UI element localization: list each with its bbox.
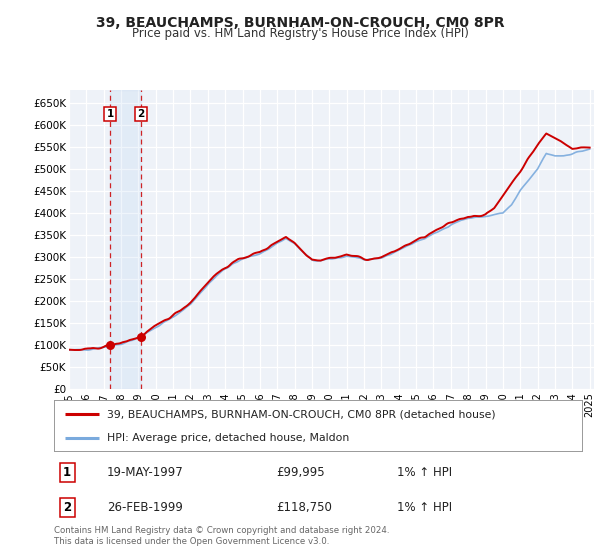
Text: 1: 1 (63, 466, 71, 479)
Bar (110, 90, 141, 389)
Text: 1% ↑ HPI: 1% ↑ HPI (397, 501, 452, 514)
Text: 26-FEB-1999: 26-FEB-1999 (107, 501, 182, 514)
Text: 1: 1 (107, 109, 114, 119)
Text: Contains HM Land Registry data © Crown copyright and database right 2024.
This d: Contains HM Land Registry data © Crown c… (54, 526, 389, 546)
Text: Price paid vs. HM Land Registry's House Price Index (HPI): Price paid vs. HM Land Registry's House … (131, 27, 469, 40)
Text: £99,995: £99,995 (276, 466, 325, 479)
Text: 39, BEAUCHAMPS, BURNHAM-ON-CROUCH, CM0 8PR: 39, BEAUCHAMPS, BURNHAM-ON-CROUCH, CM0 8… (95, 16, 505, 30)
Text: 19-MAY-1997: 19-MAY-1997 (107, 466, 184, 479)
Text: HPI: Average price, detached house, Maldon: HPI: Average price, detached house, Mald… (107, 433, 349, 443)
Text: 39, BEAUCHAMPS, BURNHAM-ON-CROUCH, CM0 8PR (detached house): 39, BEAUCHAMPS, BURNHAM-ON-CROUCH, CM0 8… (107, 409, 496, 419)
Text: 1% ↑ HPI: 1% ↑ HPI (397, 466, 452, 479)
Text: 2: 2 (63, 501, 71, 514)
Text: 2: 2 (137, 109, 145, 119)
Text: £118,750: £118,750 (276, 501, 332, 514)
